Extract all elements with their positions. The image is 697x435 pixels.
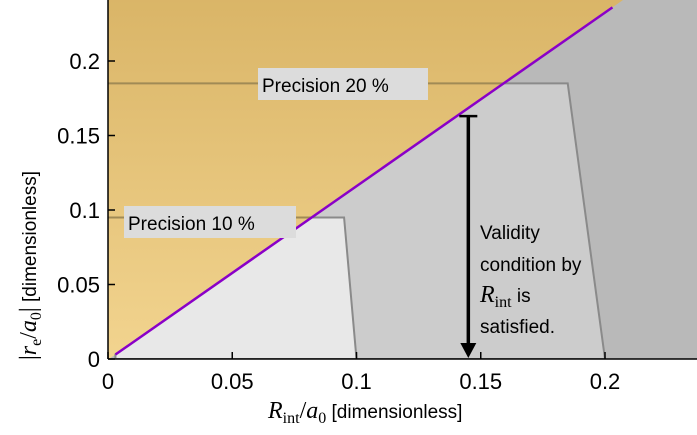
label-precision-10-text: Precision 10 % xyxy=(128,214,255,235)
xlabel-var: R xyxy=(267,398,283,424)
x-tick-label: 0 xyxy=(102,369,114,394)
annotation-line-3: Rint is xyxy=(479,282,531,311)
validity-arrow xyxy=(459,114,478,358)
annotation-line-4: satisfied. xyxy=(480,317,555,338)
label-precision-20-box xyxy=(258,68,428,100)
x-ticks: 0 0.05 0.1 0.15 0.2 xyxy=(102,352,620,394)
x-tick-label: 0.05 xyxy=(211,369,254,394)
x-tick-label: 0.15 xyxy=(459,369,502,394)
validity-line xyxy=(114,6,614,356)
ylabel-bar-left: | xyxy=(16,355,42,360)
validity-annotation: Validity condition by Rint is satisfied. xyxy=(479,223,582,338)
annotation-var: R xyxy=(479,282,495,308)
annotation-sub: int xyxy=(495,294,512,311)
annotation-line-1: Validity xyxy=(480,223,540,244)
xlabel-slash: / xyxy=(300,398,307,424)
label-precision-20: Precision 20 % xyxy=(258,68,428,100)
x-axis-label: Rint/a0 [dimensionless] xyxy=(267,398,462,427)
ylabel-bar-right: | xyxy=(16,307,42,312)
arrow-head xyxy=(460,343,477,358)
annotation-rest: is xyxy=(512,286,531,307)
y-tick-label: 0.05 xyxy=(57,273,100,298)
ylabel-var: r xyxy=(16,345,42,355)
ylabel-unit: [dimensionless] xyxy=(20,171,41,307)
annotation-line-2: condition by xyxy=(480,255,582,276)
y-tick-label: 0.2 xyxy=(69,49,100,74)
y-tick-label: 0.15 xyxy=(57,124,100,149)
ylabel-sub2: 0 xyxy=(28,312,45,320)
y-ticks: 0 0.05 0.1 0.15 0.2 xyxy=(57,49,115,372)
ylabel-var2: a xyxy=(16,320,42,332)
label-precision-10: Precision 10 % xyxy=(124,206,296,238)
ylabel-slash: / xyxy=(16,332,42,339)
xlabel-sub2: 0 xyxy=(318,410,326,427)
x-tick-label: 0.1 xyxy=(341,369,372,394)
label-precision-20-text: Precision 20 % xyxy=(262,76,389,97)
y-axis-label: |re/a0| [dimensionless] xyxy=(16,171,45,360)
y-tick-label: 0.1 xyxy=(69,198,100,223)
x-tick-label: 0.2 xyxy=(590,369,621,394)
y-tick-label: 0 xyxy=(88,347,100,372)
label-precision-10-box xyxy=(124,206,296,238)
axes xyxy=(107,0,697,360)
xlabel-sub: int xyxy=(283,410,300,427)
xlabel-var2: a xyxy=(306,398,318,424)
xlabel-unit: [dimensionless] xyxy=(326,402,462,423)
ylabel-sub: e xyxy=(28,339,45,346)
